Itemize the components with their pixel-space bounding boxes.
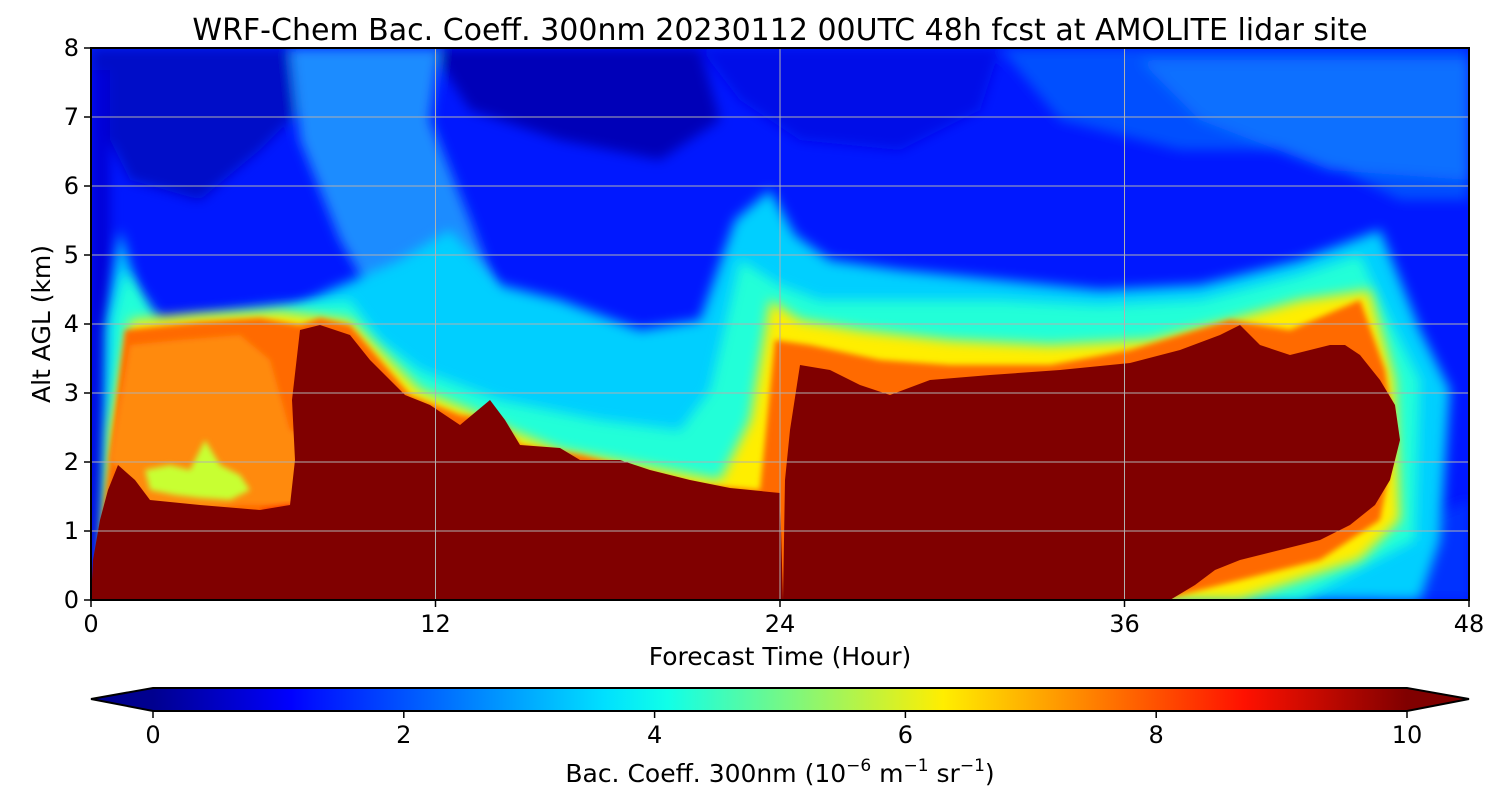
x-tick-label: 12 [420,610,451,638]
y-tick-label: 3 [64,379,79,407]
colorbar-label-mid1: m [871,759,903,788]
colorbar-label-suffix: ) [985,759,995,788]
x-axis: 0 12 24 36 48 [83,600,1484,638]
colorbar-tick-label: 10 [1392,721,1423,749]
colorbar-tick-label: 6 [898,721,913,749]
x-tick-label: 24 [765,610,796,638]
chart-title: WRF-Chem Bac. Coeff. 300nm 20230112 00UT… [192,13,1367,48]
colorbar-ticks: 0 2 4 6 8 10 [145,711,1422,749]
colorbar-extend-high [1407,688,1469,711]
colorbar-label: Bac. Coeff. 300nm (10−6 m−1 sr−1) [565,756,994,788]
colorbar-tick-label: 0 [145,721,160,749]
colorbar-label-exp2: −1 [904,756,929,776]
colorbar: 0 2 4 6 8 10 Bac. Coeff. 300nm (10−6 m−1 sr−1… [90,687,1470,788]
y-tick-label: 4 [64,310,79,338]
colorbar-label-prefix: Bac. Coeff. 300nm (10 [565,759,846,788]
colorbar-gradient [153,688,1407,711]
colorbar-label-mid2: sr [929,759,961,788]
colorbar-tick-label: 2 [396,721,411,749]
colorbar-tick-label: 4 [647,721,662,749]
y-tick-label: 7 [64,103,79,131]
x-tick-label: 36 [1109,610,1140,638]
x-tick-label: 0 [83,610,98,638]
colorbar-extend-low [91,688,153,711]
y-axis-label: Alt AGL (km) [27,245,56,403]
y-tick-label: 1 [64,517,79,545]
y-tick-label: 0 [64,586,79,614]
y-tick-label: 6 [64,172,79,200]
y-tick-label: 8 [64,34,79,62]
x-axis-label: Forecast Time (Hour) [649,642,912,671]
colorbar-tick-label: 8 [1149,721,1164,749]
y-tick-label: 5 [64,241,79,269]
field-yellowgreen-pocket [145,440,250,500]
colorbar-label-exp1: −6 [846,756,871,776]
y-axis: 0 1 2 3 4 5 6 7 8 [64,34,91,614]
colorbar-label-exp3: −1 [960,756,985,776]
y-tick-label: 2 [64,448,79,476]
x-tick-label: 48 [1454,610,1485,638]
